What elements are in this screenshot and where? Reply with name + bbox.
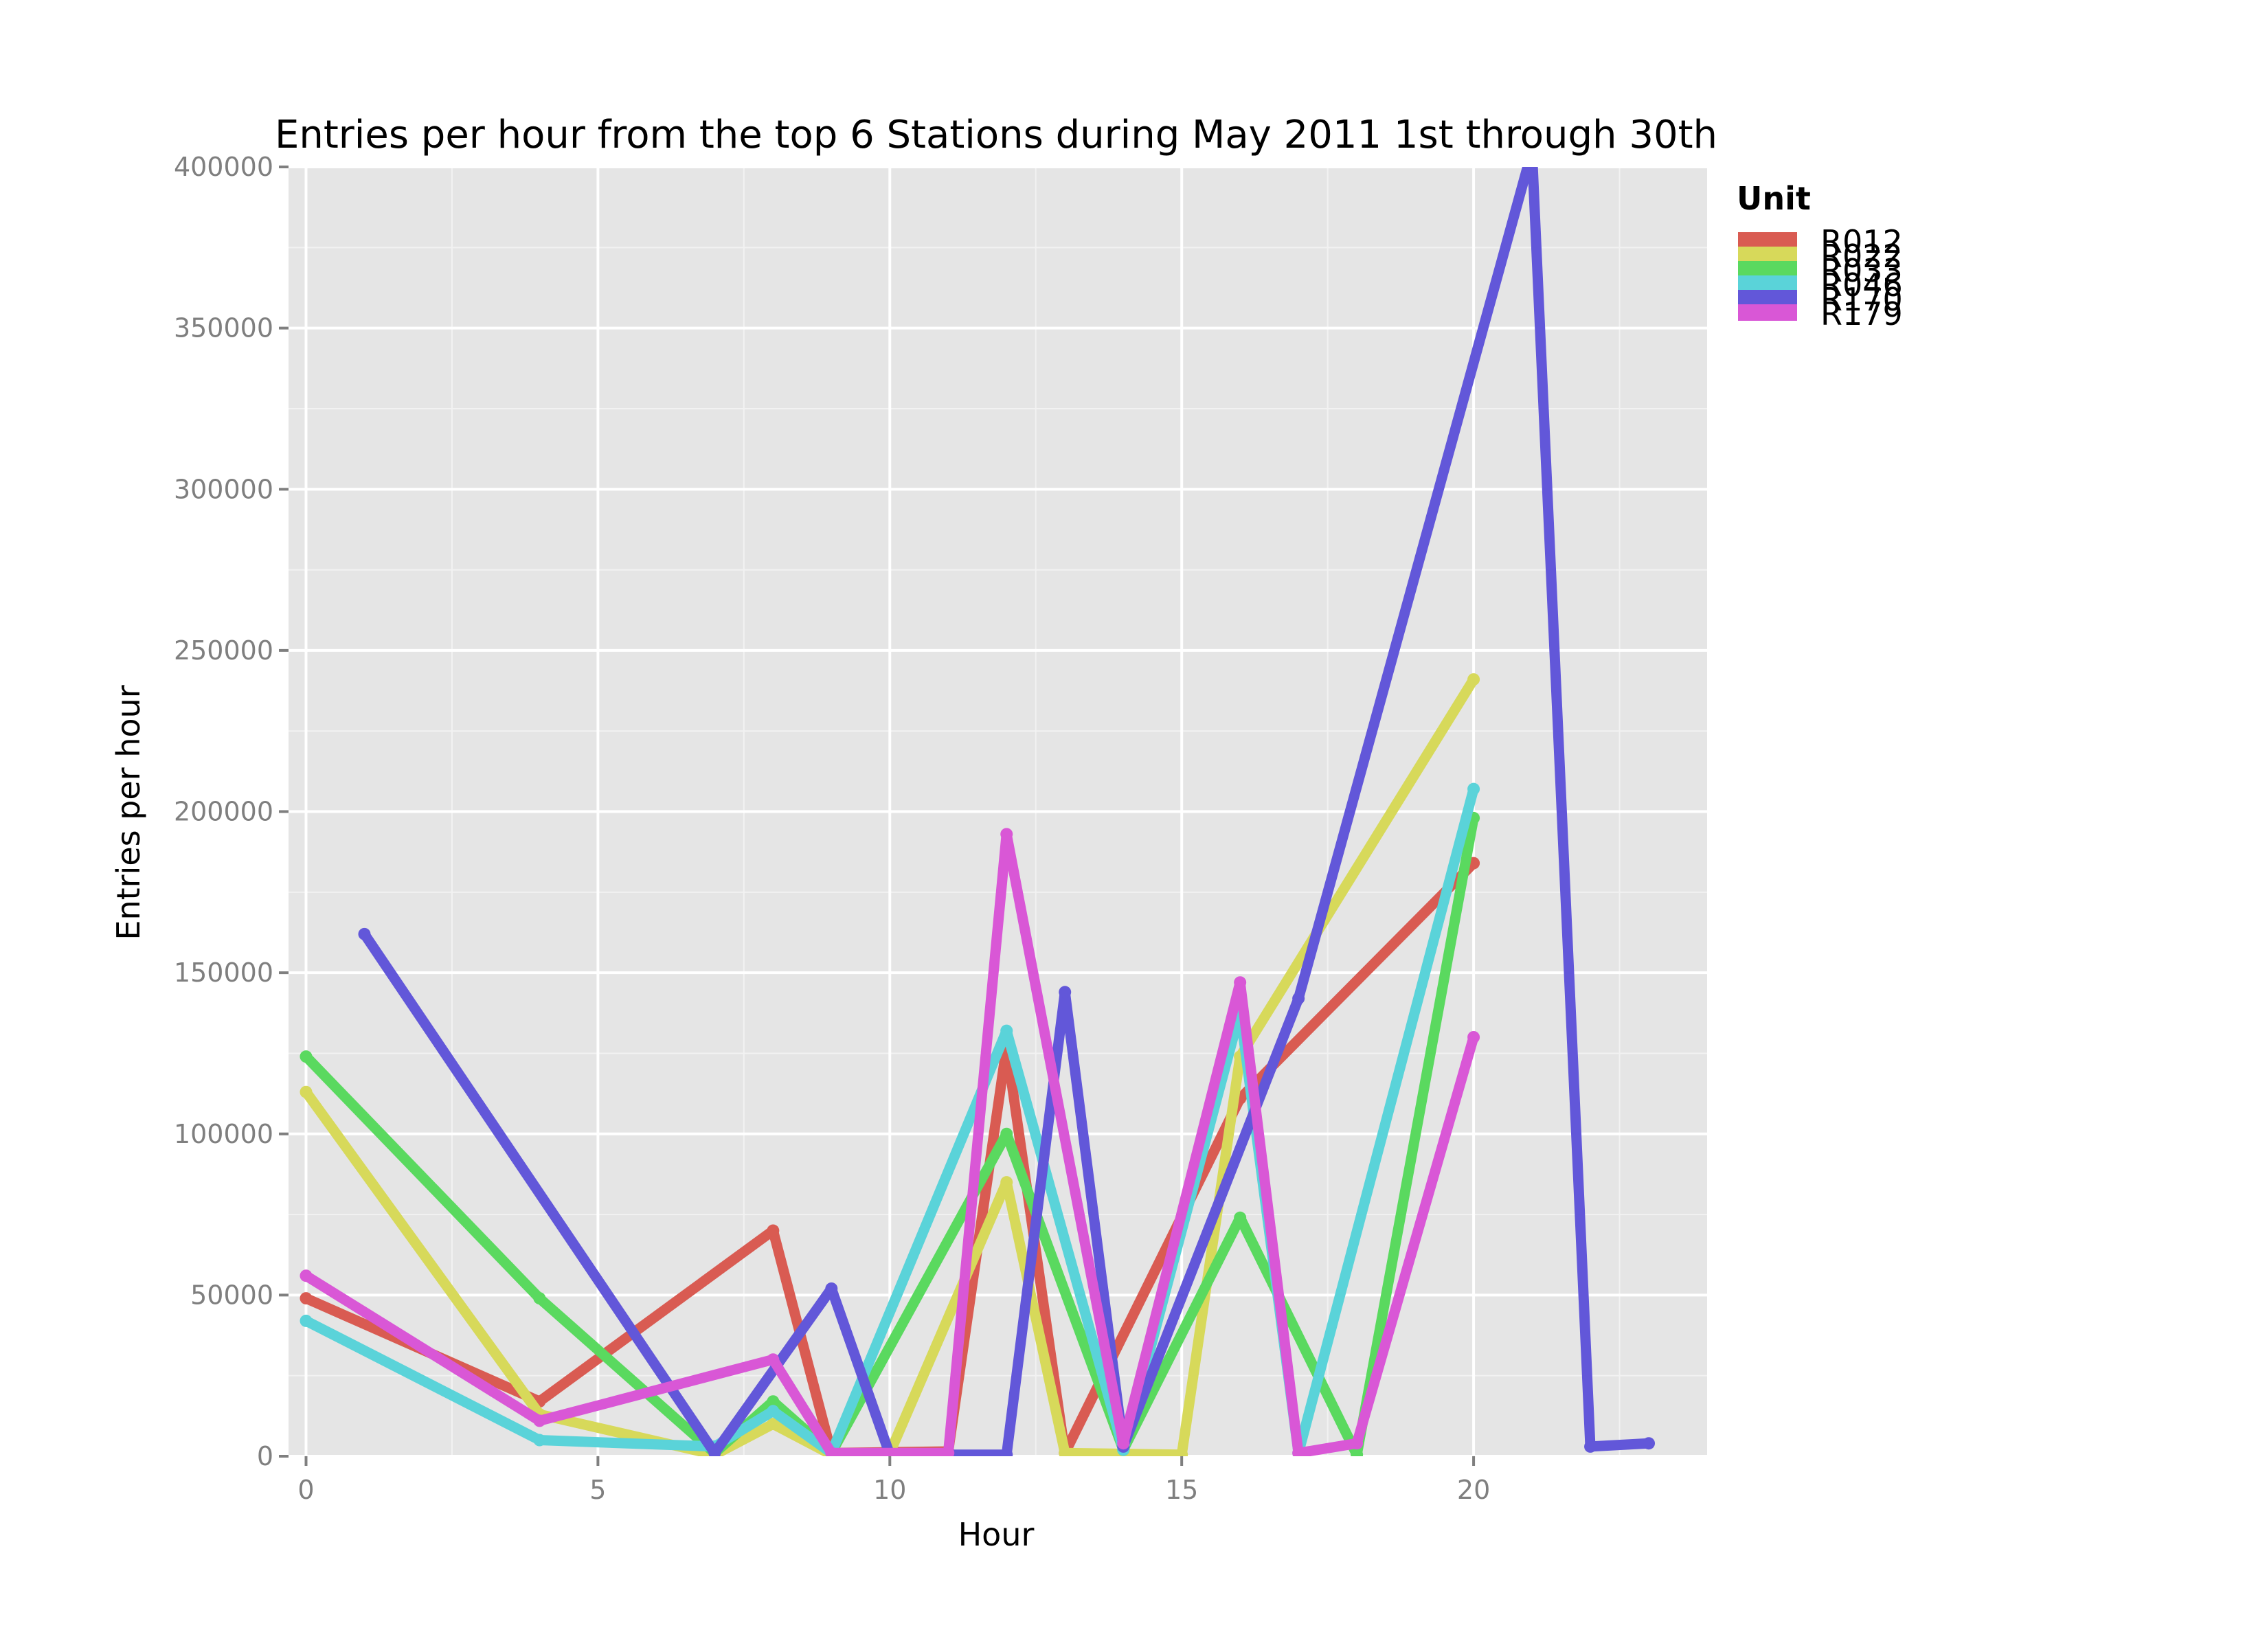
data-point-r022 <box>1000 1176 1013 1189</box>
data-point-r033 <box>533 1292 546 1305</box>
data-point-r022 <box>1059 1447 1072 1456</box>
data-point-r033 <box>1234 1211 1247 1224</box>
data-point-r022 <box>767 1418 780 1431</box>
data-point-r170 <box>1584 1440 1597 1453</box>
data-point-r170 <box>1000 1448 1013 1456</box>
legend-key <box>1738 290 1797 306</box>
data-point-r012 <box>300 1292 313 1305</box>
data-point-r179 <box>767 1353 780 1366</box>
data-point-r033 <box>767 1395 780 1408</box>
legend-title: Unit <box>1737 180 1811 217</box>
data-point-r022 <box>1467 673 1480 686</box>
legend-key <box>1738 304 1797 321</box>
y-tick-label: 100000 <box>174 1119 273 1149</box>
legend-key <box>1738 275 1797 292</box>
x-axis-label: Hour <box>958 1516 1035 1553</box>
y-tick-label: 150000 <box>174 958 273 988</box>
data-point-r179 <box>300 1269 313 1282</box>
series-line-r033 <box>301 813 1479 1456</box>
legend-label: R022 <box>1820 238 1903 275</box>
data-point-r179 <box>1467 1030 1480 1043</box>
data-point-r179 <box>1000 828 1013 841</box>
y-axis-label: Entries per hour <box>110 685 147 940</box>
data-point-r179 <box>1117 1437 1130 1450</box>
data-point-r170 <box>358 927 371 940</box>
y-tick-label: 350000 <box>174 313 273 343</box>
legend-item-r046: R046 <box>1738 267 1903 304</box>
y-tick-label: 250000 <box>174 635 273 666</box>
data-point-r046 <box>533 1434 546 1447</box>
x-tick-label: 10 <box>873 1475 906 1505</box>
legend-label: R170 <box>1820 281 1903 318</box>
data-point-r046 <box>767 1405 780 1418</box>
data-point-r170 <box>1643 1437 1656 1450</box>
legend-label: R033 <box>1820 252 1903 289</box>
legend-label: R012 <box>1820 223 1903 260</box>
x-tick-label: 20 <box>1457 1475 1490 1505</box>
series-r170 <box>358 167 1656 1456</box>
data-point-r179 <box>533 1414 546 1427</box>
y-tick-label: 200000 <box>174 797 273 827</box>
data-point-r046 <box>1000 1024 1013 1037</box>
legend-label: R179 <box>1820 295 1903 332</box>
series-r179 <box>300 828 1480 1456</box>
legend-item-r179: R179 <box>1738 295 1903 332</box>
data-point-r170 <box>1059 986 1072 999</box>
y-tick-label: 400000 <box>174 152 273 182</box>
data-point-r046 <box>300 1314 313 1327</box>
data-point-r033 <box>300 1050 313 1063</box>
data-point-r033 <box>1000 1127 1013 1140</box>
legend-item-r022: R022 <box>1738 238 1903 275</box>
y-tick-label: 0 <box>257 1441 273 1471</box>
legend-key <box>1738 261 1797 278</box>
data-point-r170 <box>825 1282 838 1295</box>
data-point-r179 <box>1234 976 1247 989</box>
data-point-r022 <box>1175 1448 1188 1456</box>
legend-item-r012: R012 <box>1738 223 1903 260</box>
data-point-r046 <box>1467 782 1480 795</box>
data-point-r179 <box>825 1447 838 1456</box>
legend-label: R046 <box>1820 267 1903 304</box>
data-point-r033 <box>1351 1448 1364 1456</box>
data-point-r170 <box>708 1447 721 1456</box>
chart-title: Entries per hour from the top 6 Stations… <box>275 113 1717 157</box>
y-tick-label: 50000 <box>190 1280 273 1310</box>
x-tick-label: 15 <box>1165 1475 1198 1505</box>
legend-key <box>1738 232 1797 249</box>
data-point-r022 <box>300 1085 313 1098</box>
legend-item-r033: R033 <box>1738 252 1903 289</box>
data-point-r012 <box>767 1224 780 1237</box>
y-tick-label: 300000 <box>174 474 273 504</box>
data-point-r179 <box>1351 1437 1364 1450</box>
legend-item-r170: R170 <box>1738 281 1903 318</box>
x-tick-label: 5 <box>589 1475 606 1505</box>
legend-key <box>1738 247 1797 263</box>
data-point-r170 <box>1292 992 1305 1005</box>
x-tick-label: 0 <box>297 1475 314 1505</box>
data-point-r179 <box>1292 1447 1305 1456</box>
data-point-r179 <box>942 1447 955 1456</box>
